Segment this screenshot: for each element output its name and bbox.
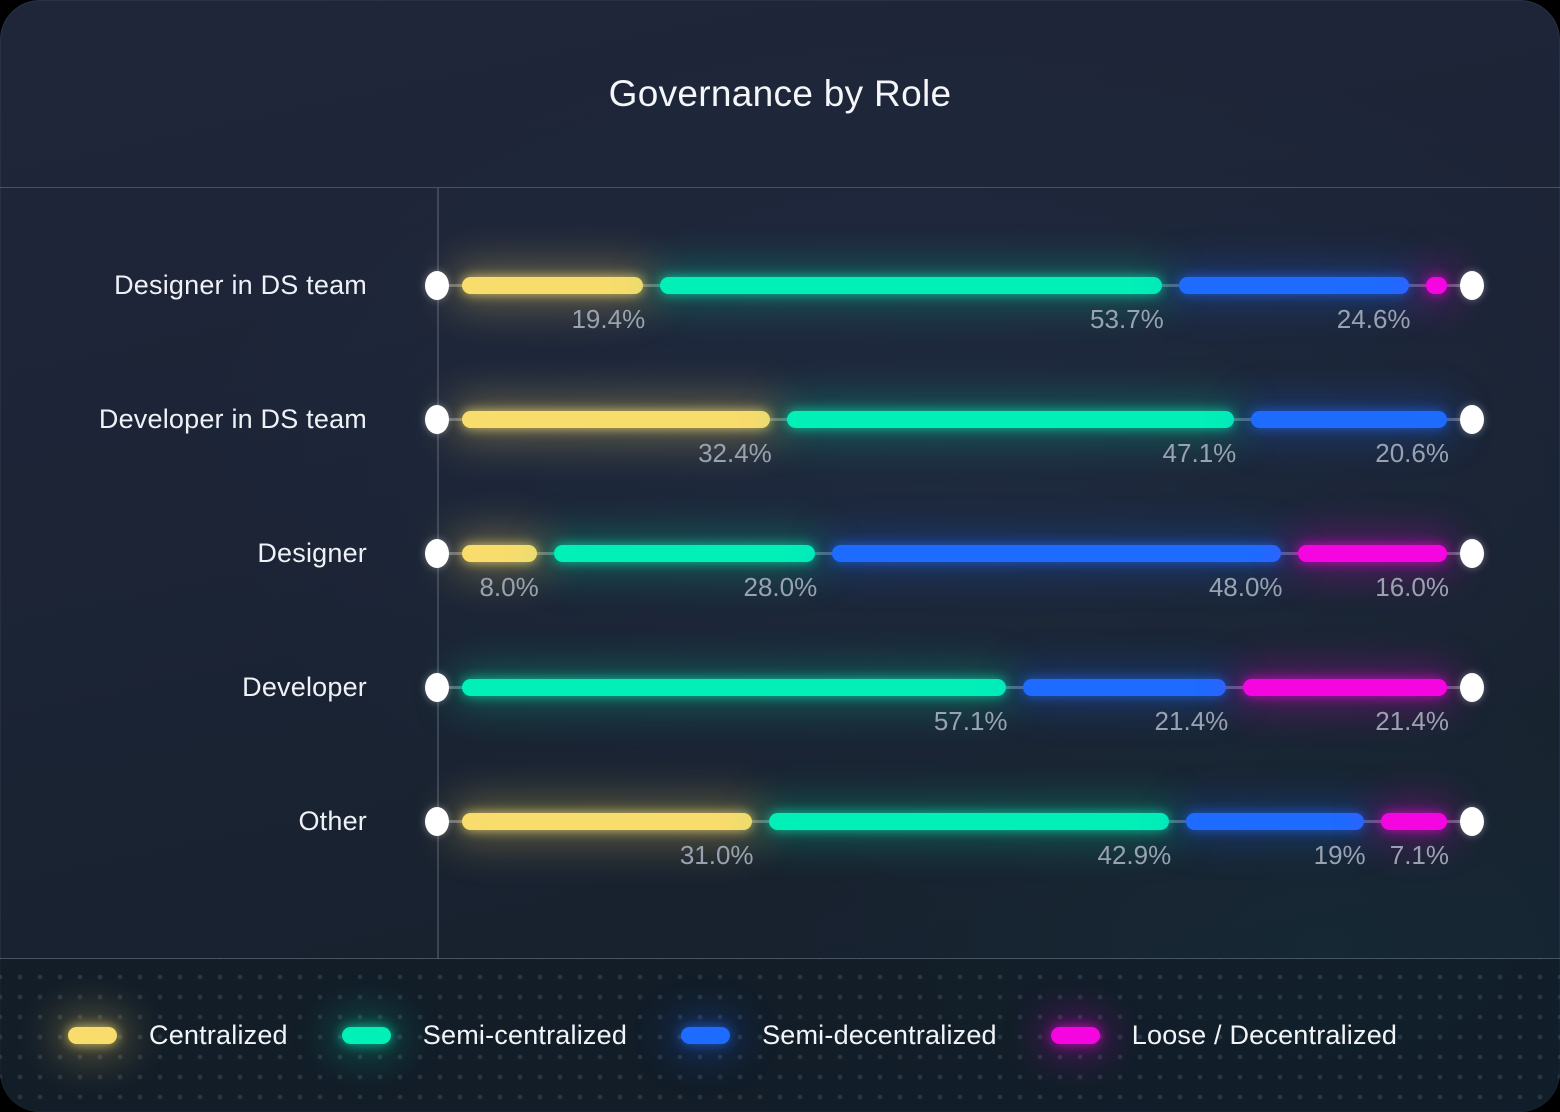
endpoint-dot [425, 270, 449, 300]
endpoint-dot [1460, 672, 1484, 702]
legend-label: Centralized [149, 1020, 288, 1050]
bar-segment-semi-centralized[interactable]: 28.0% [553, 544, 817, 602]
chart-rows: Designer in DS team 19.4% 53.7% 24.6% Develo… [0, 188, 1560, 888]
segment-value-label: 42.9% [1097, 839, 1172, 870]
endpoint-dot [425, 538, 449, 568]
chart-title: Governance by Role [608, 72, 952, 114]
bar-segment-semi-centralized[interactable]: 53.7% [660, 276, 1164, 334]
endpoint-dot [1460, 270, 1484, 300]
segment-value-label: 19.4% [571, 303, 646, 334]
bar-segment-semi-decentralized[interactable]: 48.0% [832, 544, 1283, 602]
segment-value-label: 8.0% [479, 571, 539, 602]
segment-value-label: 16.0% [1375, 571, 1449, 602]
chart-row: Developer in DS team 32.4% 47.1% 20.6% [0, 352, 1560, 486]
bar-segment-semi-decentralized[interactable]: 19% [1186, 812, 1366, 870]
legend-swatch-centralized [68, 1027, 117, 1044]
segment-value-label: 21.4% [1154, 705, 1229, 736]
bar-segment-loose-decentralized[interactable]: 21.4% [1243, 678, 1449, 736]
segment-value-label: 28.0% [743, 571, 818, 602]
bar-segment-semi-decentralized[interactable]: 24.6% [1178, 276, 1411, 334]
row-segments: 19.4% 53.7% 24.6% [462, 276, 1448, 334]
bar-segment-semi-centralized[interactable]: 57.1% [462, 678, 1008, 736]
legend-swatch-semi-centralized [341, 1027, 391, 1044]
segment-value-label: 21.4% [1375, 705, 1449, 736]
row-segments: 57.1% 21.4% 21.4% [462, 678, 1449, 736]
bar-segment-semi-decentralized[interactable]: 21.4% [1022, 678, 1228, 736]
bar-segment-semi-centralized[interactable]: 47.1% [786, 410, 1236, 468]
bar-segment-semi-decentralized[interactable]: 20.6% [1251, 410, 1449, 468]
segment-value-label: 19% [1313, 839, 1366, 870]
legend-swatch-semi-decentralized [681, 1027, 731, 1044]
segment-value-label: 31.0% [679, 839, 754, 870]
row-category-label: Designer [257, 537, 367, 568]
endpoint-dot [1460, 538, 1484, 568]
endpoint-dot [425, 806, 449, 836]
legend-label: Loose / Decentralized [1131, 1020, 1398, 1050]
bar-segment-centralized[interactable]: 31.0% [462, 812, 754, 870]
segment-value-label: 53.7% [1090, 303, 1164, 334]
bar-segment-loose-decentralized[interactable] [1425, 276, 1448, 294]
legend-swatch-loose-decentralized [1050, 1027, 1100, 1044]
legend-bar: Centralized Semi-centralized Semi-decent… [0, 958, 1560, 1112]
chart-area: Designer in DS team 19.4% 53.7% 24.6% Develo… [0, 188, 1560, 959]
row-track: 19.4% 53.7% 24.6% [425, 270, 1484, 334]
row-category-label: Other [298, 805, 367, 836]
endpoint-dot [425, 672, 449, 702]
legend-label: Semi-centralized [422, 1020, 628, 1050]
bar-segment-semi-centralized[interactable]: 42.9% [768, 812, 1171, 870]
row-category-label: Designer in DS team [114, 269, 367, 300]
segment-value-label: 7.1% [1389, 839, 1449, 870]
chart-header: Governance by Role [0, 0, 1560, 188]
legend-item-semi-decentralized[interactable]: Semi-decentralized [681, 1020, 997, 1051]
chart-row: Developer 57.1% 21.4% 21.4% [0, 620, 1560, 754]
row-segments: 31.0% 42.9% 19% 7.1% [462, 812, 1449, 870]
segment-value-label: 47.1% [1162, 437, 1237, 468]
category-axis-line [437, 188, 439, 959]
segment-value-label: 48.0% [1208, 571, 1283, 602]
row-track: 32.4% 47.1% 20.6% [425, 404, 1484, 468]
legend-item-semi-centralized[interactable]: Semi-centralized [341, 1020, 628, 1051]
segment-value-label: 20.6% [1375, 437, 1449, 468]
row-segments: 32.4% 47.1% 20.6% [462, 410, 1449, 468]
bar-segment-centralized[interactable]: 19.4% [462, 276, 645, 334]
row-category-label: Developer [242, 671, 367, 702]
legend-item-loose-decentralized[interactable]: Loose / Decentralized [1050, 1020, 1398, 1051]
bar-segment-centralized[interactable]: 32.4% [462, 410, 772, 468]
row-track: 31.0% 42.9% 19% 7.1% [425, 806, 1484, 870]
row-category-label: Developer in DS team [98, 403, 367, 434]
row-track: 57.1% 21.4% 21.4% [425, 672, 1484, 736]
bar-segment-loose-decentralized[interactable]: 16.0% [1297, 544, 1449, 602]
endpoint-dot [425, 404, 449, 434]
legend-label: Semi-decentralized [762, 1020, 997, 1050]
bar-segment-loose-decentralized[interactable]: 7.1% [1380, 812, 1449, 870]
row-segments: 8.0% 28.0% 48.0% 16.0% [462, 544, 1449, 602]
bar-segment-centralized[interactable]: 8.0% [462, 544, 539, 602]
endpoint-dot [1460, 806, 1484, 836]
chart-row: Other 31.0% 42.9% 19% 7.1% [0, 754, 1560, 888]
segment-value-label: 57.1% [933, 705, 1008, 736]
chart-row: Designer 8.0% 28.0% 48.0% 16.0% [0, 486, 1560, 620]
row-track: 8.0% 28.0% 48.0% 16.0% [425, 538, 1484, 602]
segment-value-label: 24.6% [1336, 303, 1411, 334]
endpoint-dot [1460, 404, 1484, 434]
segment-value-label: 32.4% [698, 437, 772, 468]
legend-item-centralized[interactable]: Centralized [68, 1020, 288, 1051]
chart-row: Designer in DS team 19.4% 53.7% 24.6% [0, 218, 1560, 352]
